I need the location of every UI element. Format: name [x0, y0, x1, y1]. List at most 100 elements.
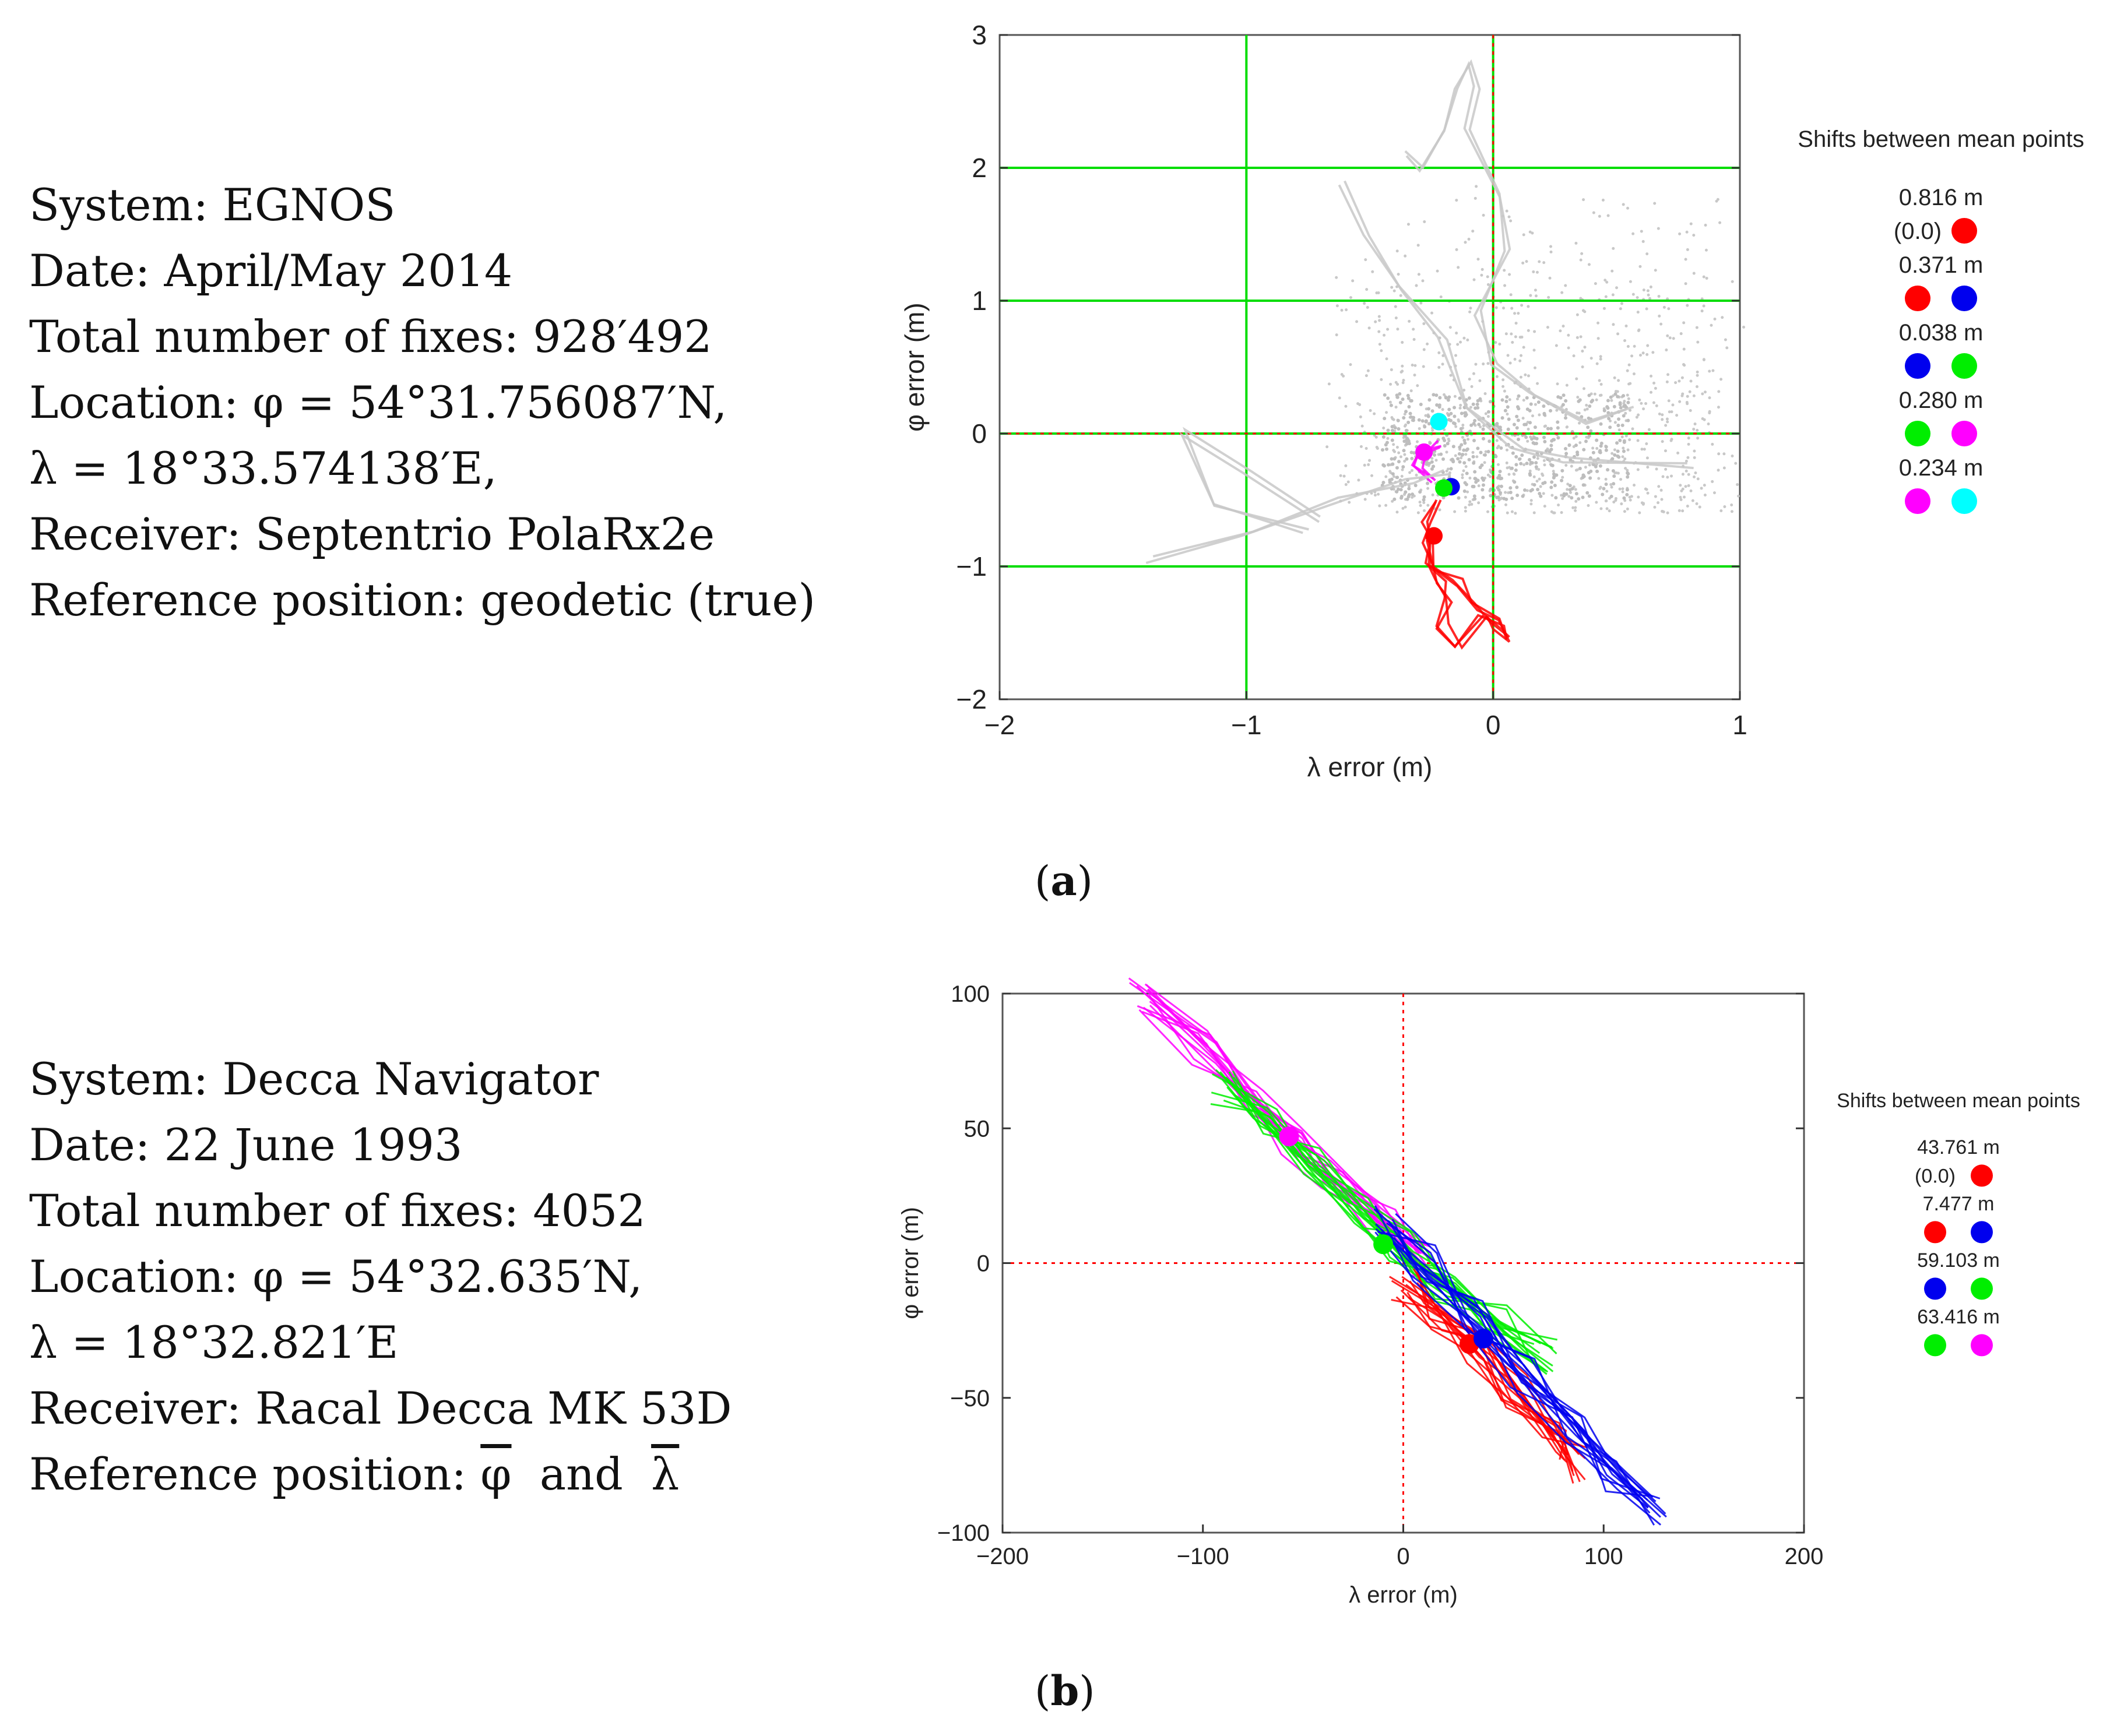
gray-fix-dot	[1636, 311, 1640, 314]
gray-fix-dot	[1486, 449, 1490, 453]
gray-fix-dot	[1661, 440, 1664, 443]
gray-fix-dot	[1585, 435, 1588, 439]
gray-fix-dot	[1562, 393, 1566, 397]
gray-fix-dot	[1468, 503, 1471, 506]
gray-fix-dot	[1462, 438, 1467, 442]
gray-fix-dot	[1478, 379, 1482, 382]
gray-fix-dot	[1363, 302, 1366, 305]
gray-fix-dot	[1630, 354, 1634, 358]
gray-fix-dot	[1395, 445, 1399, 449]
info-receiver: Receiver: Septentrio PolaRx2e	[29, 508, 715, 560]
gray-fix-dot	[1736, 483, 1739, 487]
gray-fix-dot	[1463, 441, 1467, 445]
gray-fix-dot	[1430, 460, 1434, 464]
gray-fix-dot	[1467, 396, 1471, 400]
gray-fix-dot	[1390, 457, 1394, 461]
gray-fix-dot	[1689, 409, 1692, 413]
gray-fix-dot	[1574, 469, 1578, 472]
gray-fix-dot	[1602, 307, 1606, 310]
gray-fix-dot	[1517, 457, 1521, 461]
gray-fix-dot	[1547, 295, 1550, 299]
gray-fix-dot	[1405, 457, 1409, 461]
legend-shift-label: 0.234 m	[1899, 455, 1984, 481]
gray-fix-dot	[1646, 289, 1650, 293]
gray-fix-dot	[1674, 381, 1678, 385]
gray-fix-dot	[1599, 444, 1603, 448]
info-location-phi: Location: φ = 54°32.635′N,	[29, 1251, 643, 1302]
gray-fix-dot	[1561, 403, 1565, 407]
gray-fix-dot	[1453, 414, 1457, 418]
gray-fix-dot	[1584, 439, 1588, 443]
series-red-band	[1408, 1297, 1580, 1455]
gray-fix-dot	[1434, 459, 1438, 462]
gray-fix-dot	[1422, 495, 1426, 499]
gray-fix-dot	[1653, 202, 1657, 205]
gray-fix-dot	[1692, 475, 1696, 478]
gray-fix-dot	[1579, 258, 1583, 262]
gray-fix-dot	[1527, 305, 1530, 308]
gray-fix-dot	[1430, 467, 1434, 471]
gray-fix-dot	[1409, 450, 1413, 455]
gray-fix-dot	[1410, 456, 1414, 460]
gray-fix-dot	[1480, 273, 1483, 277]
gray-fix-dot	[1560, 478, 1564, 483]
gray-fix-dot	[1364, 258, 1367, 262]
info-system: System: EGNOS	[29, 179, 396, 231]
ref-and: and	[539, 1448, 623, 1500]
gray-fix-dot	[1457, 452, 1461, 456]
gray-fix-dot	[1589, 469, 1593, 473]
gray-fix-dot	[1471, 402, 1475, 406]
mean-point-green	[1373, 1234, 1394, 1255]
gray-fix-dot	[1701, 392, 1704, 396]
gray-fix-dot	[1734, 462, 1738, 465]
gray-fix-dot	[1610, 485, 1613, 489]
gray-fix-dot	[1514, 512, 1517, 515]
gray-fix-dot	[1662, 510, 1665, 513]
gray-fix-dot	[1581, 309, 1585, 312]
gray-fix-dot	[1386, 436, 1390, 440]
gray-fix-dot	[1595, 398, 1598, 402]
gray-fix-dot	[1609, 395, 1613, 399]
x-axis-label: λ error (m)	[1349, 1582, 1458, 1608]
gray-fix-dot	[1542, 261, 1546, 265]
gray-fix-dot	[1574, 488, 1577, 491]
gray-fix-dot	[1623, 404, 1627, 408]
gray-fix-dot	[1582, 474, 1586, 478]
gray-fix-dot	[1532, 348, 1536, 352]
gray-fix-dot	[1371, 270, 1374, 273]
gray-fix-dot	[1410, 469, 1413, 472]
gray-fix-dot	[1603, 279, 1607, 282]
gray-fix-dot	[1646, 344, 1650, 347]
gray-fix-dot	[1441, 362, 1444, 366]
gray-fix-dot	[1638, 511, 1641, 515]
gray-fix-dot	[1638, 265, 1642, 268]
gray-fix-dot	[1684, 282, 1687, 286]
mean-point-cyan	[1430, 413, 1448, 431]
gray-fix-dot	[1680, 376, 1684, 379]
gray-fix-dot	[1612, 474, 1616, 478]
gray-fix-dot	[1576, 411, 1579, 415]
gray-fix-dot	[1403, 413, 1406, 416]
gray-fix-dot	[1499, 491, 1503, 495]
gray-fix-dot	[1407, 487, 1411, 491]
gray-fix-dot	[1670, 410, 1673, 414]
gray-fix-dot	[1601, 198, 1605, 202]
gray-fix-dot	[1548, 459, 1552, 463]
gray-fix-dot	[1587, 494, 1591, 498]
gray-fix-dot	[1514, 455, 1518, 459]
gray-fix-dot	[1342, 474, 1346, 478]
gray-fix-dot	[1599, 507, 1603, 510]
gray-fix-dot	[1625, 492, 1629, 496]
gray-fix-dot	[1396, 418, 1400, 422]
gray-fix-dot	[1437, 403, 1441, 407]
caption-b: (b)	[1035, 1667, 1095, 1715]
gray-fix-dot	[1624, 434, 1628, 438]
y-tick-label: 1	[972, 286, 987, 316]
x-tick-label: −100	[1177, 1544, 1229, 1569]
gray-fix-dot	[1521, 417, 1525, 420]
gray-fix-dot	[1402, 439, 1406, 443]
gray-fix-dot	[1396, 328, 1399, 331]
gray-fix-dot	[1430, 311, 1434, 315]
gray-fix-dot	[1418, 501, 1422, 504]
series-gray-track-3	[1338, 184, 1694, 470]
